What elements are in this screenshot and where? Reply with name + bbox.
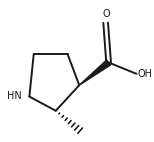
Text: O: O: [102, 9, 110, 19]
Text: HN: HN: [7, 91, 21, 101]
Text: OH: OH: [137, 69, 152, 79]
Polygon shape: [79, 60, 111, 85]
